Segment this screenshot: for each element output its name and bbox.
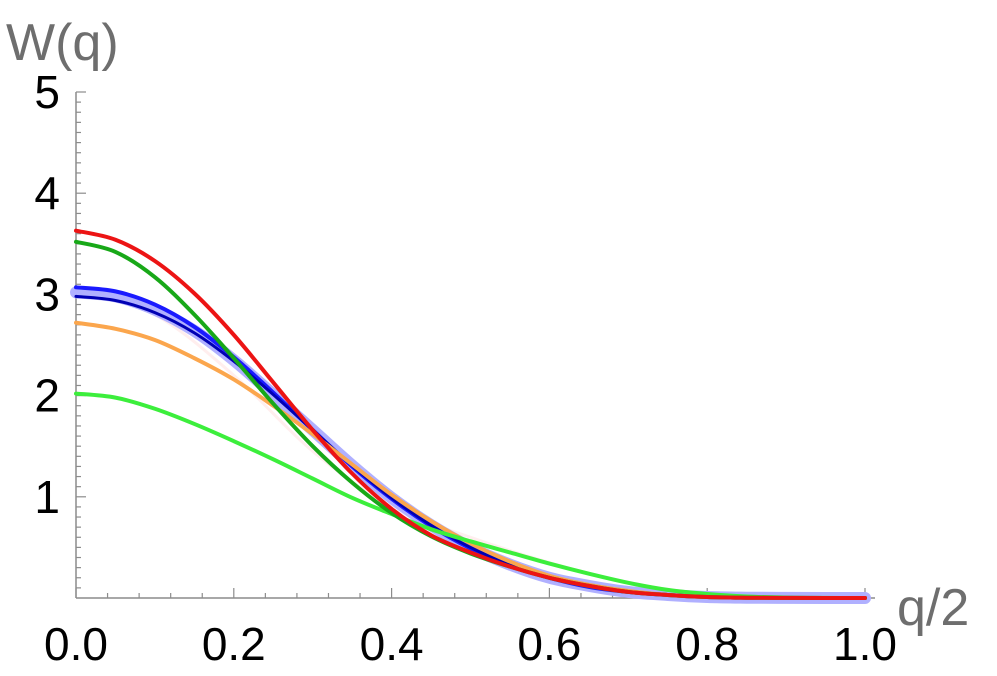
y-tick-labels: 1 2 3 4 5 — [34, 66, 60, 523]
y-tick-label: 1 — [34, 471, 60, 523]
y-tick-label: 3 — [34, 268, 60, 320]
y-tick-label: 4 — [34, 167, 60, 219]
x-tick-labels: 0.0 0.2 0.4 0.6 0.8 1.0 — [44, 618, 897, 670]
series-line-8 — [74, 228, 867, 601]
series-layer — [70, 228, 871, 605]
y-tick-label: 5 — [34, 66, 60, 118]
x-tick-label: 1.0 — [833, 618, 897, 670]
x-tick-label: 0.6 — [517, 618, 581, 670]
y-axis-title: W(q) — [6, 14, 119, 72]
y-tick-label: 2 — [34, 370, 60, 422]
series-line-5 — [74, 320, 867, 601]
x-tick-label: 0.4 — [360, 618, 424, 670]
series-line-6 — [74, 391, 867, 600]
x-tick-label: 0.0 — [44, 618, 108, 670]
minor-ticks — [76, 101, 835, 598]
major-ticks — [75, 91, 866, 598]
x-axis-title: q/2 — [897, 579, 969, 637]
x-tick-label: 0.8 — [675, 618, 739, 670]
x-tick-label: 0.2 — [202, 618, 266, 670]
